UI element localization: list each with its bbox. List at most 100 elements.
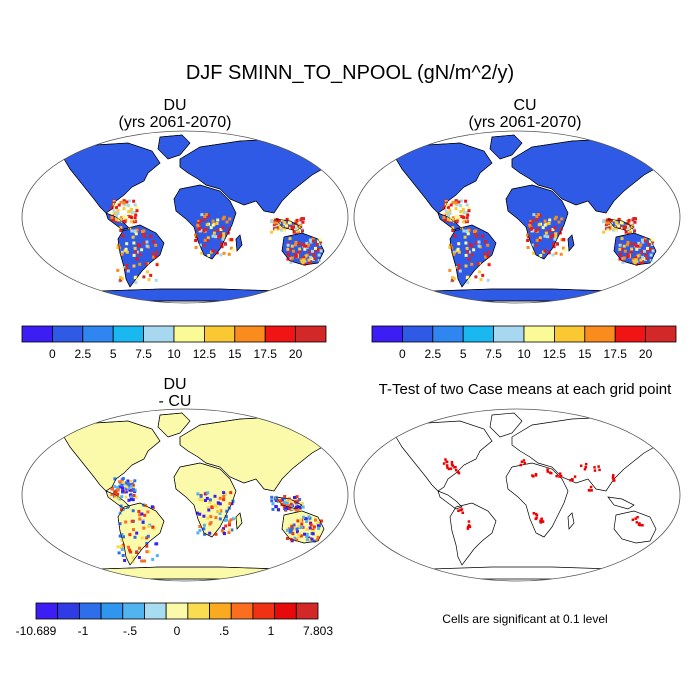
grid-cell: [630, 247, 634, 251]
grid-cell: [203, 215, 207, 219]
grid-cell: [122, 266, 126, 269]
grid-cell: [606, 228, 610, 232]
grid-cell: [119, 229, 123, 232]
grid-cell: [136, 277, 139, 281]
grid-cell: [626, 221, 630, 225]
grid-cell: [114, 205, 118, 209]
grid-cell: [305, 534, 309, 538]
grid-cell: [634, 255, 638, 259]
significant-cell: [635, 521, 639, 524]
grid-cell: [126, 506, 130, 509]
grid-cell: [614, 220, 618, 224]
grid-cell: [142, 232, 146, 236]
grid-cell: [117, 203, 121, 207]
grid-cell: [560, 238, 564, 242]
grid-cell: [618, 247, 622, 251]
grid-cell: [227, 531, 231, 534]
colorbar-box: [401, 325, 434, 343]
grid-cell: [547, 222, 551, 225]
colorbar-box: [462, 325, 494, 343]
grid-cell: [297, 242, 301, 246]
grid-cell: [135, 257, 139, 261]
grid-cell: [292, 230, 296, 234]
grid-cell: [217, 509, 221, 513]
grid-cell: [292, 523, 296, 527]
grid-cell: [132, 528, 135, 532]
grid-cell: [294, 255, 298, 258]
grid-cell: [121, 554, 125, 557]
grid-cell: [635, 262, 639, 266]
grid-cell: [129, 480, 133, 483]
colorbar-box: [371, 325, 403, 343]
grid-cell: [298, 498, 302, 501]
grid-cell: [627, 218, 631, 222]
grid-cell: [199, 228, 203, 232]
grid-cell: [154, 254, 158, 258]
grid-cell: [554, 232, 558, 236]
grid-cell: [290, 527, 294, 531]
continent-antarctica: [59, 288, 321, 302]
grid-cell: [454, 266, 458, 269]
grid-cell: [119, 276, 123, 279]
grid-cell: [629, 250, 633, 254]
grid-cell: [116, 218, 120, 222]
grid-cell: [270, 220, 274, 224]
grid-cell: [208, 501, 212, 504]
grid-cell: [536, 213, 540, 216]
grid-cell: [636, 254, 640, 258]
grid-cell: [308, 250, 312, 254]
grid-cell: [112, 209, 116, 213]
grid-cell: [283, 501, 287, 505]
grid-cell: [130, 211, 134, 214]
grid-cell: [116, 245, 120, 249]
grid-cell: [294, 225, 298, 229]
grid-cell: [551, 242, 555, 246]
significant-cell: [519, 463, 522, 467]
grid-cell: [230, 502, 234, 506]
grid-cell: [526, 246, 530, 249]
grid-cell: [141, 520, 145, 524]
grid-cell: [288, 247, 292, 251]
grid-cell: [135, 250, 139, 254]
grid-cell: [290, 226, 294, 230]
grid-cell: [286, 257, 290, 261]
grid-cell: [309, 523, 313, 527]
grid-cell: [451, 276, 455, 279]
grid-cell: [126, 479, 130, 483]
grid-cell: [530, 243, 534, 247]
grid-cell: [296, 519, 300, 523]
figure-title: DJF SMINN_TO_NPOOL (gN/m^2/y): [185, 62, 515, 84]
grid-cell: [544, 231, 548, 235]
grid-cell: [198, 528, 202, 532]
grid-cell: [462, 229, 466, 233]
grid-cell: [456, 247, 460, 251]
continent-centralAmerica: [437, 490, 463, 510]
grid-cell: [614, 229, 618, 233]
significance-note: Cells are significant at 0.1 level: [442, 612, 608, 626]
grid-cell: [113, 211, 117, 215]
colorbar-label: 15: [578, 347, 592, 361]
grid-cell: [298, 508, 302, 512]
grid-cell: [289, 261, 293, 264]
colorbar-label: 10: [517, 347, 531, 361]
grid-cell: [454, 199, 458, 203]
grid-cell: [464, 199, 468, 203]
grid-cell: [146, 534, 150, 538]
grid-cell: [274, 228, 278, 232]
grid-cell: [316, 521, 320, 525]
grid-cell: [277, 227, 281, 231]
grid-cell: [454, 219, 458, 223]
grid-cell: [617, 224, 621, 228]
grid-cell: [466, 232, 470, 236]
significant-cell: [442, 462, 446, 465]
grid-cell: [301, 220, 305, 224]
grid-cell: [273, 221, 277, 225]
grid-cell: [135, 531, 139, 535]
grid-cell: [144, 262, 148, 266]
grid-cell: [626, 243, 629, 247]
grid-cell: [223, 518, 227, 522]
grid-cell: [303, 262, 307, 266]
grid-cell: [212, 231, 216, 235]
grid-cell: [462, 216, 466, 220]
grid-cell: [135, 207, 139, 211]
